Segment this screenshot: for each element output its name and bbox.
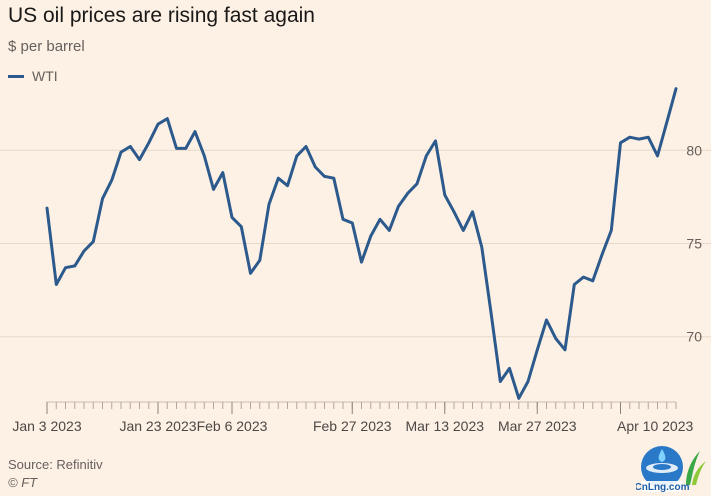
data-point: [82, 249, 86, 253]
data-point: [508, 367, 511, 370]
data-point: [462, 229, 465, 232]
data-point: [591, 279, 594, 282]
x-tick-label: Feb 27 2023: [313, 418, 392, 434]
data-point: [369, 234, 372, 238]
data-point: [415, 182, 419, 186]
legend-swatch: [8, 74, 24, 78]
logo-label-bg: [642, 481, 682, 492]
data-point: [55, 283, 58, 286]
data-point: [230, 216, 234, 219]
x-axis: [46, 401, 677, 414]
data-point: [156, 122, 160, 126]
data-point: [378, 218, 382, 221]
data-point: [425, 154, 428, 158]
logo-leaf: [686, 451, 700, 485]
data-point: [166, 117, 169, 120]
data-point: [119, 150, 123, 154]
data-point: [397, 205, 400, 208]
copyright-note: © FT: [8, 475, 38, 490]
data-point: [582, 275, 585, 279]
y-tick-label-80: 80: [686, 142, 702, 158]
chart-subtitle: $ per barrel: [8, 38, 85, 55]
data-point: [212, 188, 215, 191]
data-point: [147, 141, 150, 145]
legend: WTI: [8, 68, 58, 84]
data-point: [323, 175, 326, 178]
data-point: [517, 397, 520, 400]
data-point: [92, 240, 95, 243]
data-point: [184, 147, 187, 150]
grid-layer: [0, 149, 711, 338]
data-point: [73, 264, 76, 268]
data-point: [314, 165, 317, 169]
x-tick-label: Jan 3 2023: [12, 418, 81, 434]
data-point: [221, 171, 224, 174]
data-point: [628, 136, 631, 139]
data-point: [480, 246, 483, 249]
data-point: [434, 139, 437, 143]
data-point: [267, 203, 271, 206]
data-point: [573, 283, 576, 286]
logo-text: CnLng.com: [636, 482, 690, 493]
data-point: [101, 197, 104, 200]
data-point: [277, 177, 280, 180]
cnlng-logo: CnLng.com: [636, 446, 706, 493]
data-point: [489, 311, 493, 314]
data-point: [138, 158, 141, 161]
data-point: [360, 260, 363, 264]
x-tick-label: Apr 10 2023: [617, 418, 693, 434]
chart-title: US oil prices are rising fast again: [8, 4, 315, 27]
data-point: [203, 154, 206, 158]
data-point: [637, 137, 641, 141]
x-tick-label: Mar 27 2023: [498, 418, 577, 434]
legend-label-wti: WTI: [32, 68, 58, 84]
data-point: [175, 147, 178, 150]
data-point: [554, 337, 557, 340]
data-point: [526, 380, 530, 383]
data-point: [64, 266, 67, 269]
data-point: [388, 229, 391, 232]
y-tick-label-75: 75: [686, 236, 702, 252]
data-point: [471, 210, 474, 213]
tick-labels: 70 75 80 Jan 3 2023 Jan 23 2023 Feb 6 2023 Feb…: [12, 142, 702, 434]
data-point: [499, 380, 502, 383]
logo-leaf-small: [692, 461, 706, 485]
series-layer: [45, 87, 678, 400]
data-point: [674, 87, 678, 90]
data-point: [341, 218, 345, 221]
logo-drop: [658, 449, 666, 462]
data-point: [665, 121, 668, 124]
data-point: [110, 178, 113, 182]
logo-ripple-inner: [653, 464, 671, 470]
x-tick-label: Feb 6 2023: [197, 418, 268, 434]
data-point: [656, 154, 659, 158]
data-point: [610, 229, 613, 232]
data-point: [258, 259, 261, 262]
source-note: Source: Refinitiv: [8, 457, 103, 472]
data-point: [600, 253, 604, 256]
data-point: [443, 193, 446, 197]
data-point: [295, 154, 298, 158]
data-point: [129, 145, 132, 148]
data-point: [647, 136, 650, 139]
data-point: [563, 348, 567, 351]
data-point: [45, 206, 49, 210]
data-point: [351, 221, 354, 225]
data-point: [286, 184, 289, 187]
data-point: [249, 272, 252, 275]
data-point: [332, 177, 335, 180]
data-point: [406, 191, 409, 195]
data-point: [619, 141, 622, 145]
data-point: [545, 318, 548, 322]
x-tick-label: Mar 13 2023: [405, 418, 484, 434]
data-point: [304, 145, 308, 148]
x-tick-label: Jan 23 2023: [119, 418, 196, 434]
y-tick-label-70: 70: [686, 329, 702, 345]
data-point: [240, 225, 243, 228]
data-point: [193, 130, 197, 133]
data-point: [536, 348, 539, 351]
data-point: [452, 210, 456, 213]
